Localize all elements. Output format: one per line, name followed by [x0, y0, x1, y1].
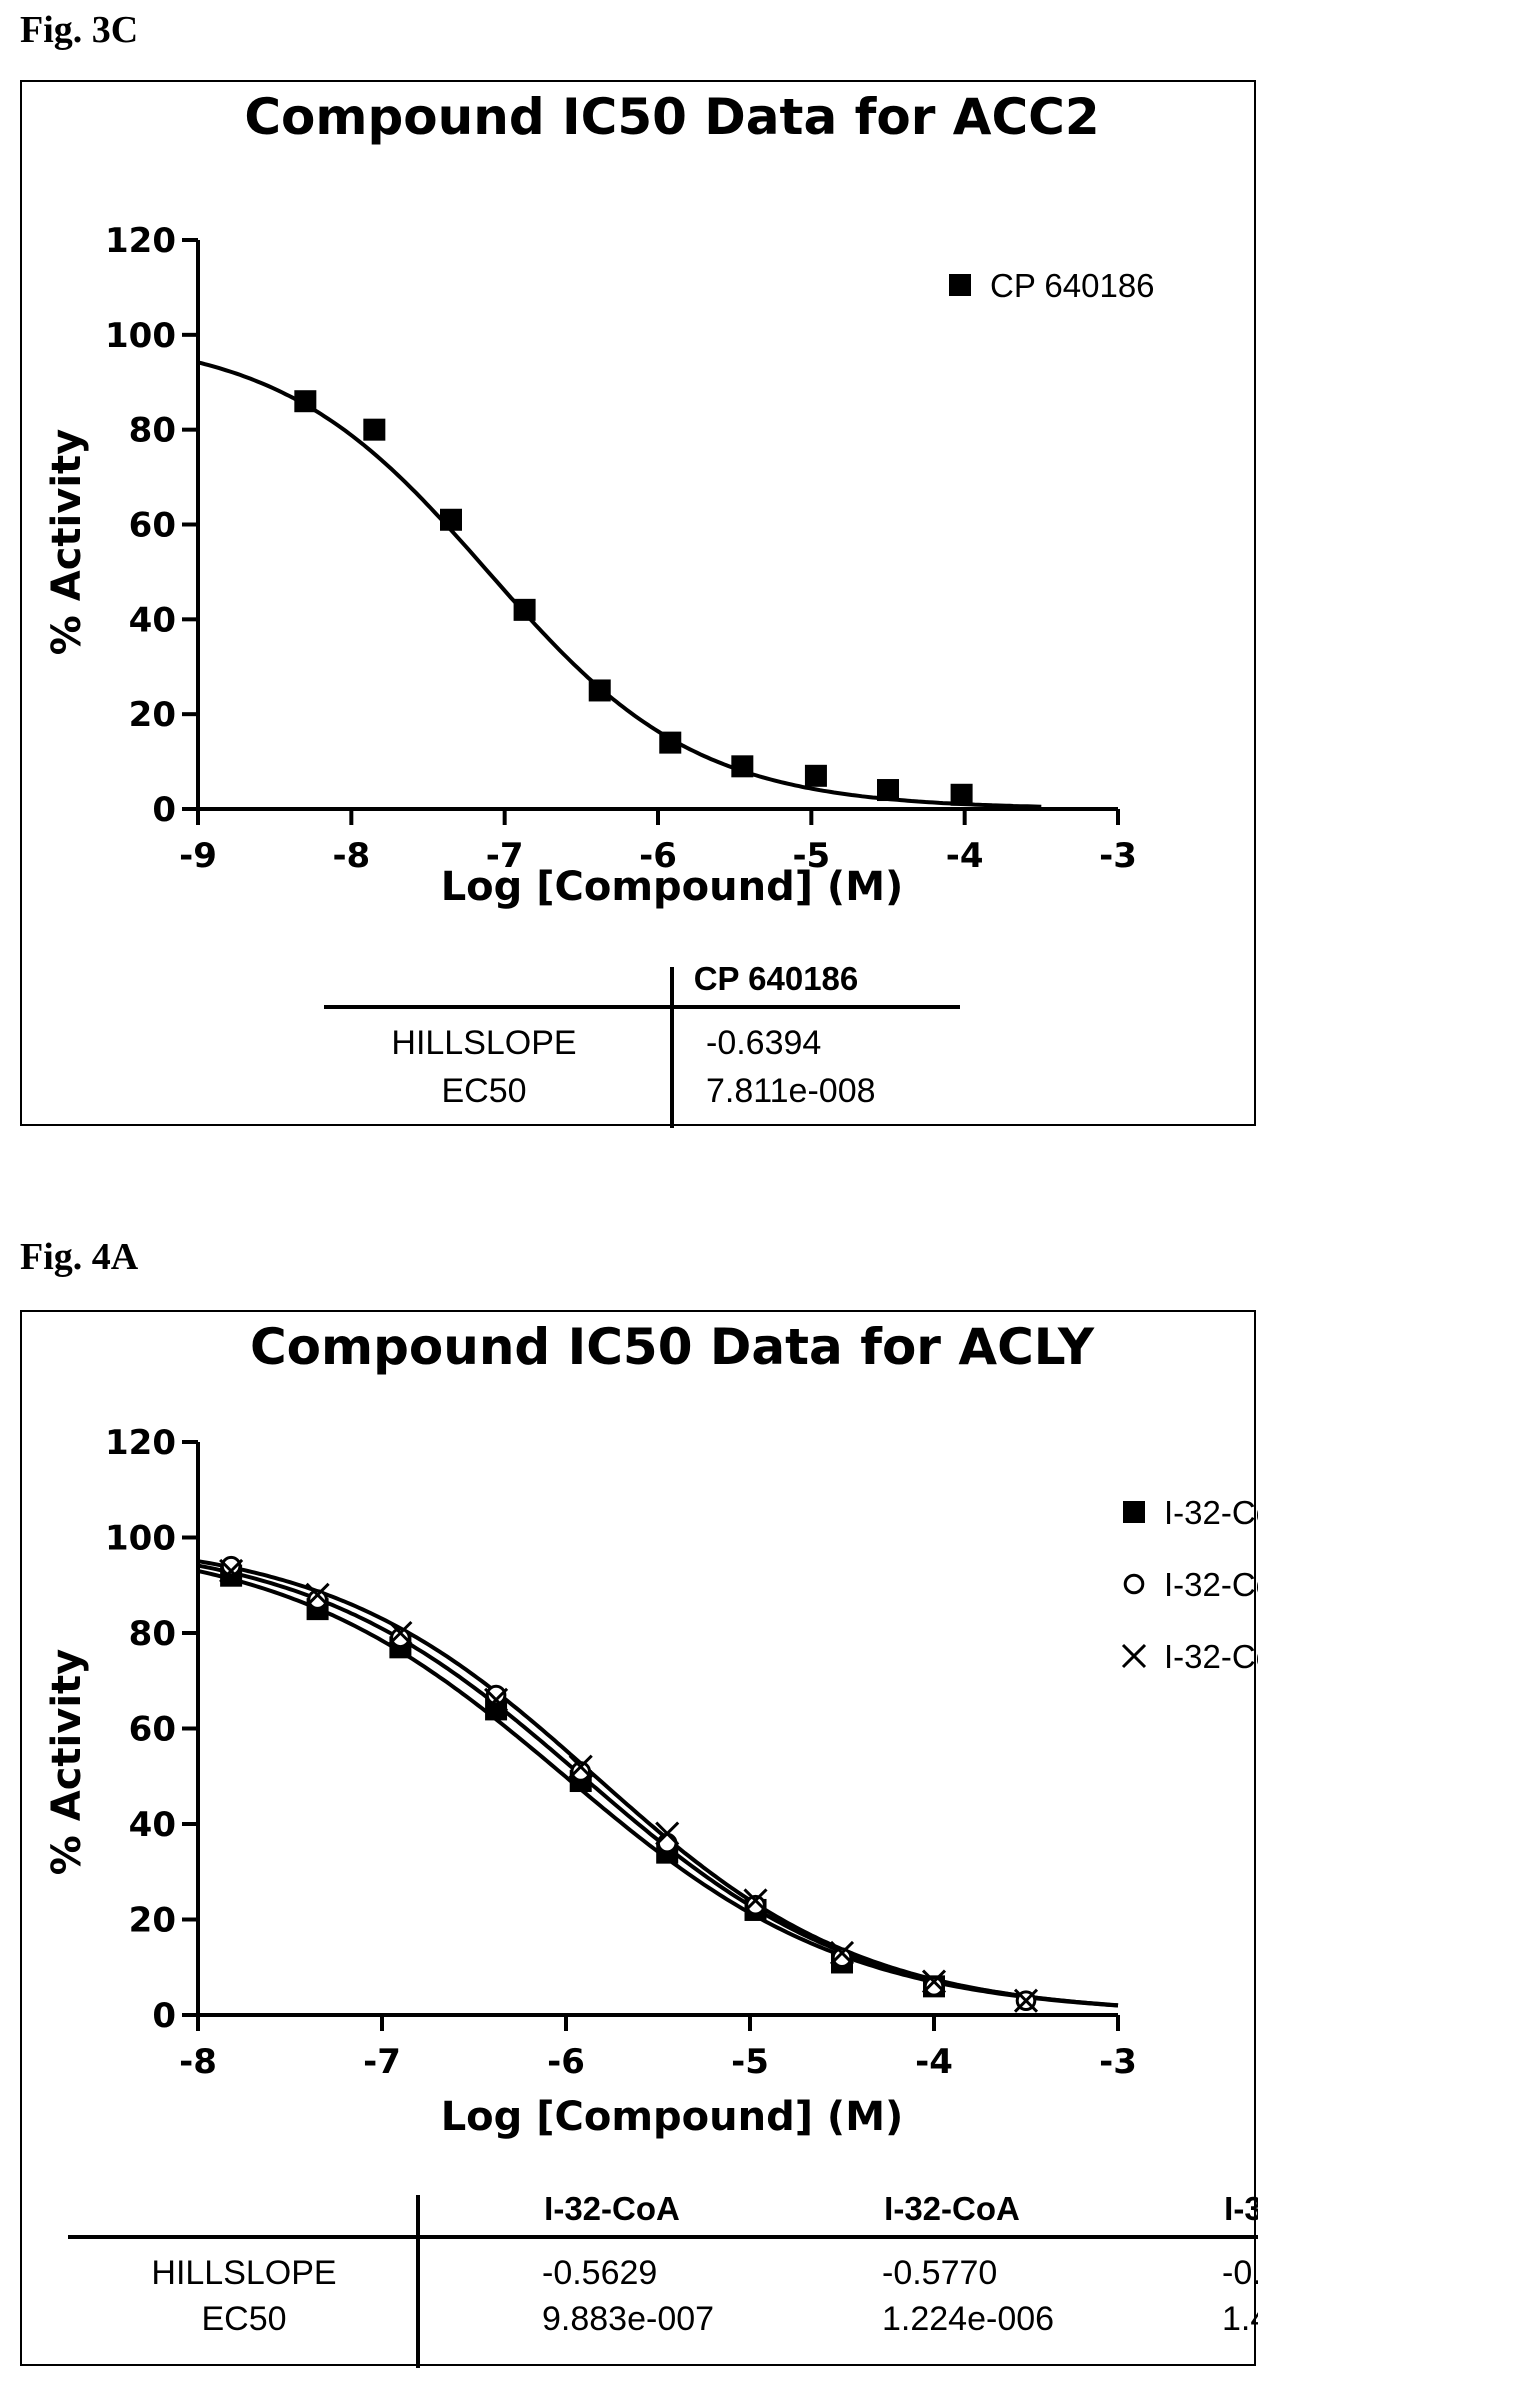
chart-title: Compound IC50 Data for ACC2: [244, 88, 1099, 146]
data-point-cross: [568, 1754, 593, 1779]
x-tick-label: -4: [915, 2042, 953, 2082]
table-cell: -0.5629: [542, 2254, 657, 2292]
chart-acly: Compound IC50 Data for ACLY 0 20 40 60 80 100…: [44, 1318, 1258, 2368]
legend-marker-square: [949, 274, 971, 296]
data-point-circle: [220, 1555, 242, 1577]
data-point-cross: [305, 1582, 330, 1607]
data-point-circle: [745, 1894, 766, 1916]
table-column-header: I-32-CoA: [884, 2190, 1020, 2227]
data-point-cross: [743, 1888, 768, 1913]
x-tick-label: -8: [179, 2042, 217, 2082]
table-cell: -0.6394: [706, 1024, 821, 1062]
table-row-label: HILLSLOPE: [391, 1024, 576, 1062]
x-tick-label: -9: [179, 836, 217, 876]
y-axis-title: % Activity: [44, 429, 90, 655]
y-tick-label: 20: [129, 1901, 176, 1941]
data-point-circle: [570, 1761, 592, 1782]
y-tick-label: 0: [152, 1996, 176, 2036]
table-row-label: EC50: [201, 2300, 286, 2338]
data-point-circle: [390, 1627, 411, 1649]
y-tick-label: 120: [105, 221, 176, 261]
data-point-square: [294, 390, 317, 413]
figure-label-4a: Fig. 4A: [20, 1236, 139, 1278]
data-point-cross: [219, 1558, 244, 1583]
chart-panel-acc2: Compound IC50 Data for ACC2 0 20 40 60 80 100…: [20, 80, 1256, 1128]
fit-curve: [197, 1559, 1119, 2008]
figure-label-3c: Fig. 3C: [20, 9, 139, 51]
legend-marker-cross: [1121, 1643, 1147, 1669]
y-tick-label: 40: [129, 1805, 176, 1845]
y-tick-label: 100: [105, 1519, 176, 1559]
table-column-header: I-32-CoA: [1224, 2190, 1258, 2227]
y-tick-label: 100: [105, 316, 176, 356]
table-row-label: HILLSLOPE: [151, 2254, 336, 2292]
data-point-cross: [1013, 1988, 1039, 2013]
x-tick-label: -5: [731, 2042, 769, 2082]
legend-label: I-32-CoA: [1164, 1566, 1258, 1603]
data-point-circle: [923, 1976, 945, 1997]
table-cell: 9.883e-007: [542, 2300, 714, 2338]
fit-curve: [197, 360, 1042, 809]
x-tick-label: -3: [1099, 2042, 1137, 2082]
x-tick-label: -8: [332, 836, 370, 876]
data-point-cross: [655, 1821, 680, 1846]
table-cell: 1.224e-006: [882, 2300, 1054, 2338]
x-tick-label: -4: [946, 836, 984, 876]
data-point-cross: [829, 1940, 855, 1965]
data-point-cross: [921, 1969, 947, 1994]
x-tick-label: -6: [639, 836, 677, 876]
legend-label: I-32-CoA: [1164, 1494, 1258, 1531]
data-point-circle: [485, 1684, 507, 1706]
table-column-header: CP 640186: [694, 960, 859, 997]
chart-title: Compound IC50 Data for ACLY: [250, 1318, 1095, 1376]
chart-acc2: Compound IC50 Data for ACC2 0 20 40 60 80 100…: [44, 88, 1155, 1128]
legend-marker-square: [1123, 1501, 1145, 1523]
x-tick-label: -5: [792, 836, 830, 876]
data-point-square: [950, 783, 973, 806]
table-cell: -0.5943: [1222, 2254, 1258, 2292]
table-cell: 7.811e-008: [706, 1072, 876, 1110]
fit-curve: [197, 1569, 1119, 2008]
y-tick-label: 60: [129, 1710, 176, 1750]
data-point-circle: [656, 1832, 678, 1854]
y-tick-label: 20: [129, 695, 176, 735]
y-axis-title: % Activity: [44, 1649, 90, 1875]
data-point-square: [659, 731, 682, 754]
y-tick-label: 0: [152, 790, 176, 830]
data-point-square: [731, 755, 754, 778]
data-point-square: [513, 598, 536, 621]
x-tick-label: -7: [486, 836, 524, 876]
legend-marker-circle: [1123, 1573, 1145, 1595]
fit-curve: [197, 1563, 1119, 2008]
data-point-circle: [831, 1947, 853, 1969]
x-tick-label: -3: [1099, 836, 1137, 876]
data-point-cross: [484, 1687, 509, 1712]
x-tick-label: -6: [547, 2042, 585, 2082]
chart-panel-acly: Compound IC50 Data for ACLY 0 20 40 60 80 100…: [20, 1310, 1258, 2368]
data-point-square: [804, 764, 827, 787]
x-axis-title: Log [Compound] (M): [441, 2094, 904, 2140]
y-tick-label: 80: [129, 411, 176, 451]
y-tick-label: 60: [129, 506, 176, 546]
x-axis-title: Log [Compound] (M): [441, 864, 904, 910]
x-tick-label: -7: [363, 2042, 401, 2082]
table-cell: -0.5770: [882, 2254, 997, 2292]
y-tick-label: 80: [129, 1614, 176, 1654]
table-column-header: I-32-CoA: [544, 2190, 680, 2227]
data-point-square: [440, 508, 462, 531]
y-tick-label: 120: [105, 1423, 176, 1463]
y-tick-label: 40: [129, 600, 176, 640]
table-row-label: EC50: [441, 1072, 526, 1110]
data-point-square: [363, 418, 386, 441]
data-point-circle: [307, 1589, 328, 1610]
data-point-square: [877, 779, 899, 802]
legend-label: I-32-CoA: [1164, 1638, 1258, 1675]
data-point-square: [588, 679, 611, 702]
legend-label: CP 640186: [990, 267, 1155, 304]
data-point-cross: [388, 1620, 413, 1646]
table-cell: 1.442e-006: [1222, 2300, 1258, 2338]
